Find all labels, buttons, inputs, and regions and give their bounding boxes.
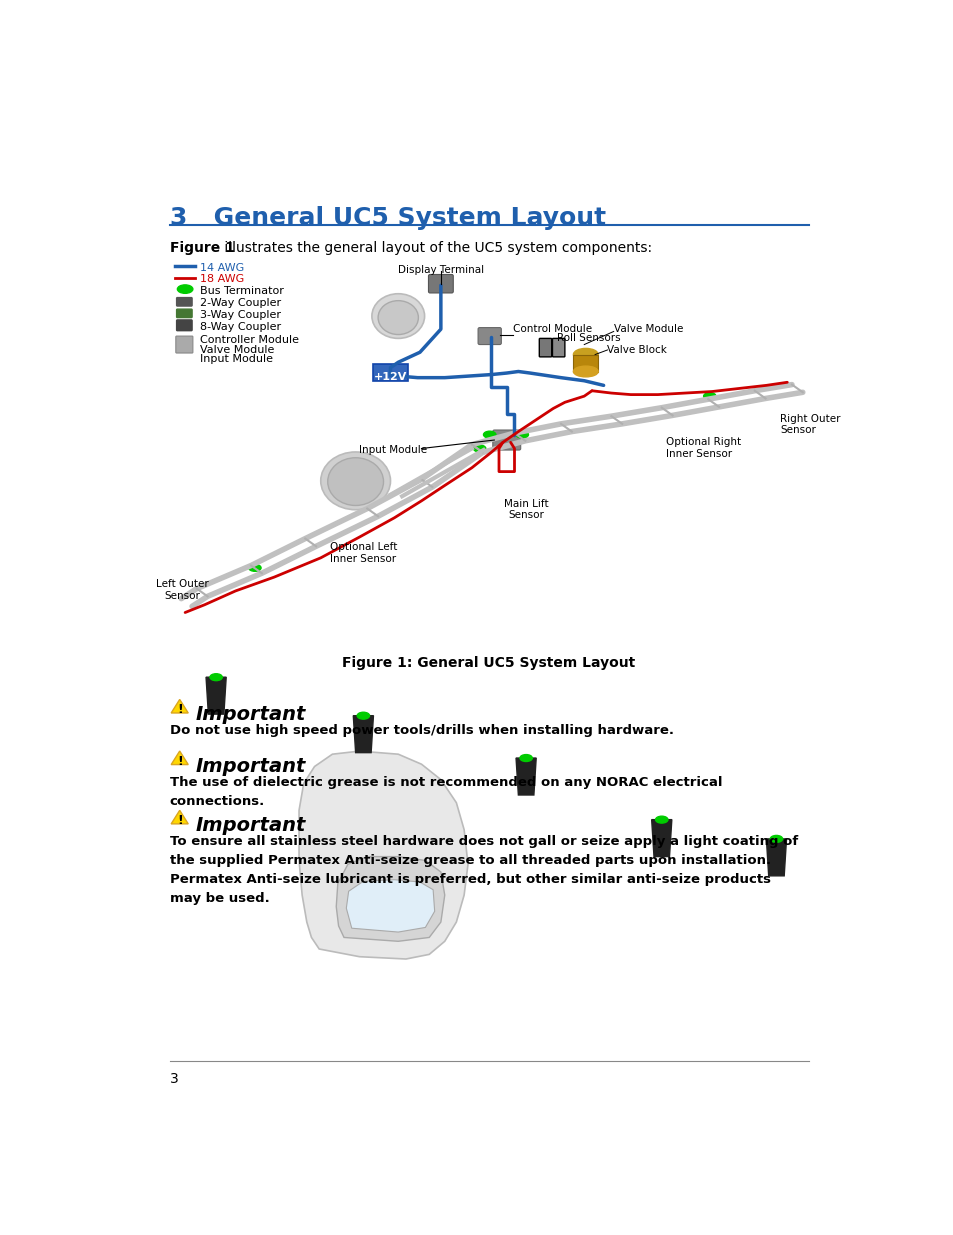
Polygon shape bbox=[171, 810, 188, 824]
Text: Display Terminal: Display Terminal bbox=[397, 266, 483, 275]
Text: Optional Left
Inner Sensor: Optional Left Inner Sensor bbox=[330, 542, 396, 564]
Text: Input Module: Input Module bbox=[359, 445, 427, 454]
FancyBboxPatch shape bbox=[538, 338, 551, 357]
Text: !: ! bbox=[176, 703, 182, 716]
FancyBboxPatch shape bbox=[176, 309, 192, 317]
FancyBboxPatch shape bbox=[573, 354, 598, 372]
Ellipse shape bbox=[573, 366, 598, 377]
Ellipse shape bbox=[372, 294, 424, 338]
Text: 18 AWG: 18 AWG bbox=[199, 274, 244, 284]
Ellipse shape bbox=[320, 452, 390, 510]
Text: Controller Module: Controller Module bbox=[199, 336, 298, 346]
Ellipse shape bbox=[483, 431, 496, 438]
Text: Bus Terminator: Bus Terminator bbox=[199, 287, 283, 296]
FancyBboxPatch shape bbox=[373, 364, 408, 380]
Text: The use of dielectric grease is not recommended on any NORAC electrical
connecti: The use of dielectric grease is not reco… bbox=[170, 776, 721, 808]
Text: !: ! bbox=[176, 814, 182, 827]
FancyBboxPatch shape bbox=[493, 430, 520, 450]
Text: Control Module: Control Module bbox=[513, 324, 592, 333]
Text: To ensure all stainless steel hardware does not gall or seize apply a light coat: To ensure all stainless steel hardware d… bbox=[170, 835, 797, 905]
Text: Optional Right
Inner Sensor: Optional Right Inner Sensor bbox=[665, 437, 740, 458]
FancyBboxPatch shape bbox=[176, 298, 192, 306]
Text: Main Lift
Sensor: Main Lift Sensor bbox=[503, 499, 548, 520]
Text: Important: Important bbox=[195, 816, 305, 835]
Text: Figure 1: Figure 1 bbox=[170, 241, 234, 254]
Ellipse shape bbox=[177, 285, 193, 294]
Polygon shape bbox=[765, 839, 785, 876]
Text: Roll Sensors: Roll Sensors bbox=[557, 333, 620, 343]
Ellipse shape bbox=[249, 564, 261, 572]
FancyBboxPatch shape bbox=[552, 338, 564, 357]
Text: Input Module: Input Module bbox=[199, 353, 273, 364]
Polygon shape bbox=[516, 758, 536, 795]
Text: 3-Way Coupler: 3-Way Coupler bbox=[199, 310, 280, 320]
Polygon shape bbox=[335, 857, 444, 941]
FancyBboxPatch shape bbox=[176, 320, 192, 331]
Text: 8-Way Coupler: 8-Way Coupler bbox=[199, 322, 281, 332]
Polygon shape bbox=[171, 699, 188, 713]
Polygon shape bbox=[298, 751, 468, 960]
Text: Figure 1: General UC5 System Layout: Figure 1: General UC5 System Layout bbox=[342, 656, 635, 671]
FancyBboxPatch shape bbox=[428, 274, 453, 293]
FancyBboxPatch shape bbox=[477, 327, 500, 345]
Text: 2-Way Coupler: 2-Way Coupler bbox=[199, 299, 281, 309]
Ellipse shape bbox=[519, 755, 532, 762]
Text: Valve Module: Valve Module bbox=[199, 345, 274, 354]
Text: 3   General UC5 System Layout: 3 General UC5 System Layout bbox=[170, 206, 605, 230]
Ellipse shape bbox=[573, 348, 598, 361]
Polygon shape bbox=[206, 677, 226, 714]
Text: illustrates the general layout of the UC5 system components:: illustrates the general layout of the UC… bbox=[220, 241, 652, 254]
Text: 3: 3 bbox=[170, 1072, 178, 1087]
Ellipse shape bbox=[356, 713, 369, 719]
Text: Valve Block: Valve Block bbox=[607, 345, 667, 354]
Text: Valve Module: Valve Module bbox=[613, 324, 682, 333]
FancyBboxPatch shape bbox=[175, 336, 193, 353]
Text: 14 AWG: 14 AWG bbox=[199, 263, 244, 273]
Text: +12V: +12V bbox=[374, 372, 407, 383]
Ellipse shape bbox=[377, 300, 418, 335]
Text: Do not use high speed power tools/drills when installing hardware.: Do not use high speed power tools/drills… bbox=[170, 724, 673, 737]
Text: !: ! bbox=[176, 755, 182, 768]
Ellipse shape bbox=[516, 431, 528, 438]
Text: Important: Important bbox=[195, 757, 305, 776]
Ellipse shape bbox=[328, 458, 383, 505]
Text: Left Outer
Sensor: Left Outer Sensor bbox=[155, 579, 208, 601]
Polygon shape bbox=[346, 879, 435, 932]
Ellipse shape bbox=[769, 835, 781, 842]
Ellipse shape bbox=[703, 393, 716, 400]
Polygon shape bbox=[353, 716, 373, 752]
Polygon shape bbox=[171, 751, 188, 764]
Text: Important: Important bbox=[195, 705, 305, 724]
Text: Right Outer
Sensor: Right Outer Sensor bbox=[780, 414, 840, 436]
Ellipse shape bbox=[655, 816, 667, 823]
Ellipse shape bbox=[473, 445, 485, 452]
Ellipse shape bbox=[210, 674, 222, 680]
Polygon shape bbox=[651, 820, 671, 857]
